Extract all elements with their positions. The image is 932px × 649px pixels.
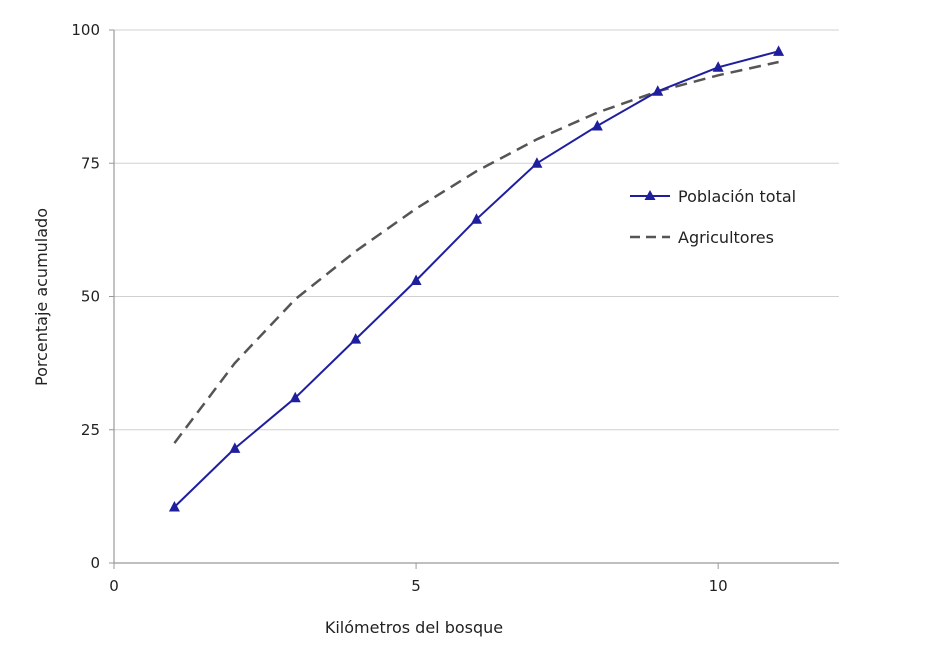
legend-label-poblacion: Población total — [678, 187, 796, 206]
point-poblacion-1 — [229, 442, 241, 453]
x-tick-label-2: 10 — [709, 577, 728, 595]
series-line-agricultores — [173, 60, 779, 444]
point-poblacion-5 — [471, 213, 482, 224]
point-poblacion-6 — [531, 157, 543, 168]
point-poblacion-2 — [289, 391, 301, 403]
grid-lines — [114, 29, 839, 431]
series-layer — [168, 45, 785, 512]
legend: Población total Agricultores — [630, 187, 796, 247]
point-poblacion-4 — [410, 274, 422, 286]
x-tick-label-0: 0 — [109, 577, 119, 595]
y-tick-label-3: 75 — [81, 154, 100, 172]
legend-label-agricultores: Agricultores — [678, 228, 774, 247]
x-axis-title: Kilómetros del bosque — [325, 618, 503, 637]
point-poblacion-9 — [712, 61, 724, 72]
point-poblacion-7 — [591, 119, 603, 131]
point-poblacion-0 — [168, 501, 180, 512]
tick-labels: 0 25 50 75 100 0 5 10 — [71, 21, 727, 595]
axes — [109, 29, 839, 569]
y-tick-label-4: 100 — [71, 21, 100, 39]
y-axis-title: Porcentaje acumulado — [32, 208, 51, 386]
y-tick-label-2: 50 — [81, 288, 100, 306]
y-tick-label-0: 0 — [90, 554, 100, 572]
x-tick-label-1: 5 — [411, 577, 421, 595]
legend-marker-poblacion — [644, 190, 656, 200]
series-line-poblacion — [173, 50, 779, 508]
point-poblacion-10 — [773, 45, 785, 56]
point-poblacion-3 — [350, 333, 362, 344]
point-poblacion-8 — [652, 85, 664, 96]
y-tick-label-1: 25 — [81, 421, 100, 439]
